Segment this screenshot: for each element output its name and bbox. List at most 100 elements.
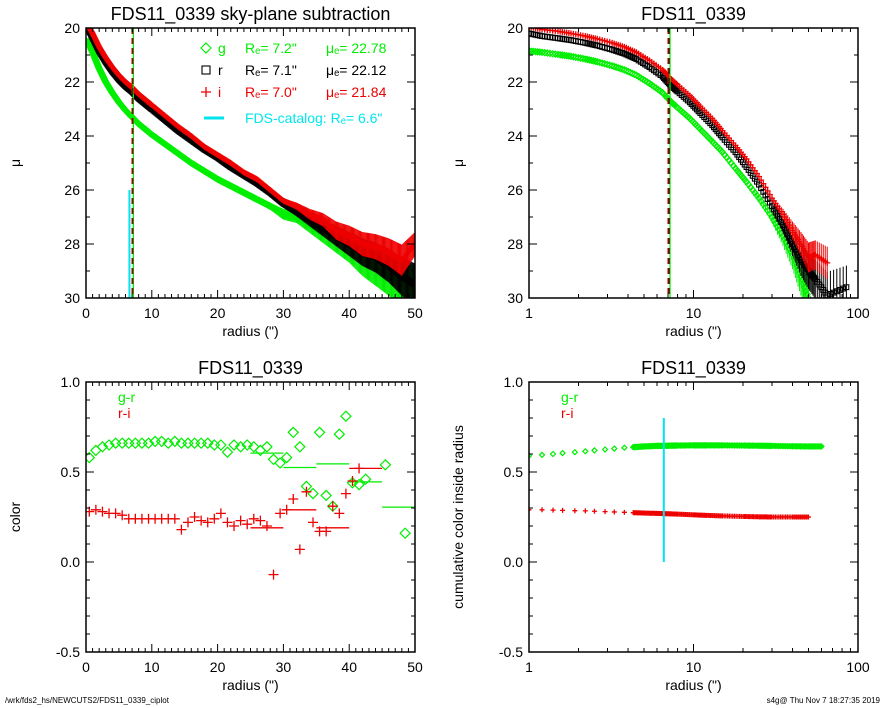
- legend-label-r-i: r-i: [118, 405, 130, 421]
- data-point: [576, 54, 585, 62]
- data-point: [556, 50, 564, 59]
- data-point: [692, 104, 699, 111]
- data-point: [182, 437, 194, 450]
- data-point: [412, 281, 415, 288]
- data-point: [787, 237, 794, 244]
- data-point: [554, 50, 562, 59]
- data-point: [755, 173, 762, 180]
- data-point: [90, 504, 101, 515]
- legend-mue-g: μₑ= 22.78: [326, 40, 387, 56]
- legend-label-g: g: [218, 40, 226, 56]
- data-point: [690, 102, 697, 109]
- data-point: [572, 508, 578, 514]
- data-point: [169, 513, 180, 524]
- series-g-r: [86, 410, 411, 540]
- data-point: [571, 448, 579, 456]
- legend-label-g-r: g-r: [561, 389, 578, 405]
- x-tick-label: 1: [525, 305, 533, 321]
- data-point: [612, 63, 621, 71]
- data-point: [830, 289, 837, 296]
- data-point: [334, 508, 345, 519]
- legend: g Rₑ= 7.2" μₑ= 22.78 r Rₑ= 7.1" μₑ= 22.12 i Rₑ=…: [200, 40, 387, 126]
- data-point: [353, 478, 365, 491]
- data-point: [122, 437, 135, 450]
- data-point: [560, 51, 569, 60]
- data-point: [791, 258, 800, 266]
- data-point: [340, 410, 352, 423]
- data-point: [784, 231, 791, 238]
- legend: g-rr-i: [118, 389, 135, 421]
- data-point: [301, 486, 312, 497]
- data-point: [686, 99, 693, 106]
- data-point: [760, 180, 767, 187]
- data-point: [762, 184, 769, 191]
- legend-label-i: i: [218, 84, 221, 100]
- x-axis-label: radius ("): [665, 677, 721, 693]
- y-tick-label: 26: [507, 182, 523, 198]
- footer-stamp: s4g@ Thu Nov 7 18:27:35 2019: [766, 696, 880, 705]
- data-point: [766, 191, 773, 198]
- data-point: [189, 512, 200, 522]
- data-point: [562, 51, 571, 60]
- series-g-r: [529, 442, 825, 460]
- series-r-i: [529, 507, 811, 520]
- data-point: [117, 510, 128, 521]
- data-point: [605, 61, 614, 69]
- y-tick-label: -0.5: [56, 644, 80, 660]
- legend-marker-r: [201, 65, 211, 75]
- y-tick-label: 22: [507, 74, 523, 90]
- data-point: [530, 28, 532, 31]
- data-point: [532, 28, 539, 31]
- y-tick-label: 0.0: [61, 554, 81, 570]
- data-point: [142, 437, 155, 450]
- x-tick-label: 30: [276, 305, 292, 321]
- data-point: [222, 517, 233, 528]
- data-point: [195, 437, 207, 450]
- data-point: [571, 53, 580, 62]
- data-point: [307, 487, 319, 500]
- x-axis-label: radius ("): [222, 323, 278, 339]
- data-point: [585, 56, 594, 64]
- data-point: [275, 508, 286, 519]
- data-point: [261, 521, 272, 531]
- data-point: [313, 426, 326, 439]
- data-point: [758, 177, 765, 184]
- data-point: [598, 59, 607, 67]
- legend-label-r-i: r-i: [561, 405, 573, 421]
- data-point: [229, 521, 240, 531]
- data-point: [242, 519, 253, 530]
- data-point: [673, 80, 680, 87]
- x-tick-label: 50: [407, 305, 423, 321]
- data-point: [155, 435, 168, 448]
- data-point: [347, 476, 358, 486]
- data-point: [549, 450, 557, 458]
- x-tick-label: 40: [341, 305, 357, 321]
- data-point: [769, 203, 775, 210]
- y-tick-label: 30: [507, 290, 523, 306]
- data-point: [595, 58, 604, 67]
- x-tick-label: 0: [82, 305, 90, 321]
- data-point: [228, 439, 240, 451]
- data-point: [614, 63, 623, 72]
- data-point: [320, 489, 333, 502]
- y-tick-label: 1.0: [504, 374, 524, 390]
- data-point: [261, 440, 273, 453]
- data-point: [603, 60, 612, 69]
- data-point: [90, 444, 102, 457]
- data-point: [611, 509, 617, 515]
- legend-mue-r: μₑ= 22.12: [326, 62, 387, 78]
- x-tick-label: 50: [407, 659, 423, 675]
- data-point: [786, 234, 793, 241]
- legend-label-r: r: [218, 62, 223, 78]
- data-point: [551, 50, 560, 58]
- chart-title: FDS11_0339: [198, 358, 303, 379]
- data-point: [529, 507, 532, 513]
- data-point: [567, 52, 575, 61]
- data-point: [774, 212, 781, 219]
- data-point: [215, 439, 227, 451]
- data-point: [770, 206, 777, 213]
- data-point: [780, 222, 786, 229]
- data-point: [234, 440, 247, 453]
